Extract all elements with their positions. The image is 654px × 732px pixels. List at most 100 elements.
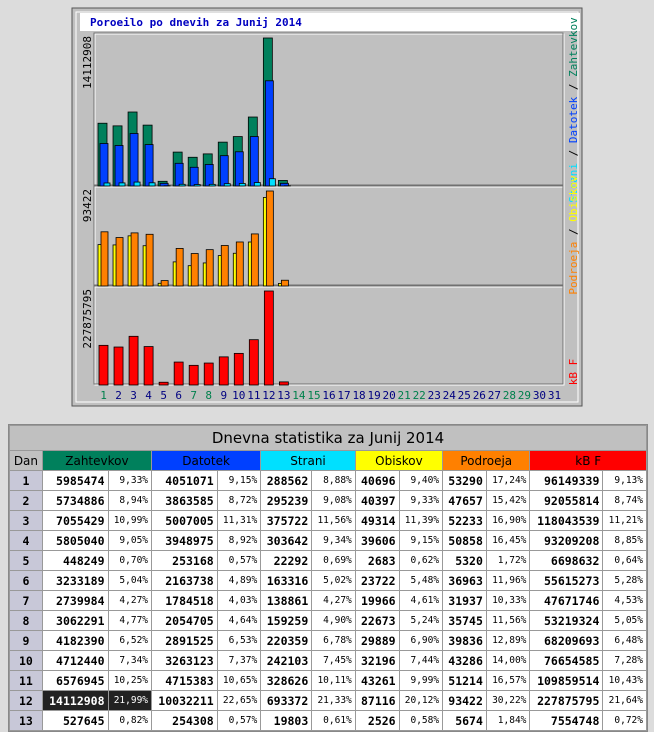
day-label: 18 (352, 389, 365, 402)
value-cell: 43261 (355, 671, 399, 691)
percent-cell: 7,37% (217, 651, 261, 671)
value-cell: 3233189 (42, 571, 108, 591)
value-cell: 22673 (355, 611, 399, 631)
bar (114, 347, 123, 385)
percent-cell: 9,15% (399, 531, 443, 551)
title-row: Dnevna statistika za Junij 2014 (10, 426, 647, 451)
value-cell: 31937 (443, 591, 487, 611)
value-cell: 375722 (261, 511, 312, 531)
percent-cell: 4,77% (108, 611, 152, 631)
percent-cell: 7,45% (312, 651, 356, 671)
bar (190, 167, 198, 186)
bar (265, 81, 273, 186)
percent-cell: 6,48% (603, 631, 647, 651)
bar (101, 232, 108, 286)
value-cell: 3062291 (42, 611, 108, 631)
value-cell: 288562 (261, 471, 312, 491)
bar (179, 184, 185, 186)
percent-cell: 21,99% (108, 691, 152, 711)
percent-cell: 12,89% (486, 631, 530, 651)
percent-cell: 5,02% (312, 571, 356, 591)
chart: Poroeilo po dnevih za Junij 2014 1411290… (0, 0, 654, 410)
percent-cell: 6,90% (399, 631, 443, 651)
percent-cell: 9,99% (399, 671, 443, 691)
day-cell: 11 (10, 671, 43, 691)
percent-cell: 10,99% (108, 511, 152, 531)
bar (99, 345, 108, 385)
value-cell: 40696 (355, 471, 399, 491)
bar (146, 234, 153, 286)
value-cell: 2739984 (42, 591, 108, 611)
y-max-label: 93422 (81, 189, 94, 222)
day-label: 13 (277, 389, 290, 402)
percent-cell: 10,25% (108, 671, 152, 691)
day-label: 1 (100, 389, 107, 402)
percent-cell: 14,00% (486, 651, 530, 671)
column-header: Datotek (152, 451, 261, 471)
day-label: 23 (428, 389, 441, 402)
value-cell: 220359 (261, 631, 312, 651)
day-cell: 10 (10, 651, 43, 671)
bar (191, 254, 198, 286)
value-cell: 96149339 (530, 471, 603, 491)
value-cell: 6698632 (530, 551, 603, 571)
bar (100, 144, 108, 186)
percent-cell: 8,94% (108, 491, 152, 511)
day-label: 12 (262, 389, 275, 402)
value-cell: 76654585 (530, 651, 603, 671)
value-cell: 7554748 (530, 711, 603, 731)
day-label: 26 (473, 389, 486, 402)
value-cell: 253168 (152, 551, 218, 571)
bar (281, 280, 288, 286)
percent-cell: 17,24% (486, 471, 530, 491)
percent-cell: 7,44% (399, 651, 443, 671)
value-cell: 5674 (443, 711, 487, 731)
day-label: 27 (488, 389, 501, 402)
value-cell: 527645 (42, 711, 108, 731)
percent-cell: 9,13% (603, 471, 647, 491)
value-cell: 254308 (152, 711, 218, 731)
percent-cell: 11,21% (603, 511, 647, 531)
percent-cell: 10,65% (217, 671, 261, 691)
day-label: 21 (398, 389, 411, 402)
value-cell: 5985474 (42, 471, 108, 491)
day-cell: 1 (10, 471, 43, 491)
percent-cell: 9,33% (108, 471, 152, 491)
bar (134, 182, 140, 186)
value-cell: 163316 (261, 571, 312, 591)
chart-title: Poroeilo po dnevih za Junij 2014 (90, 16, 302, 29)
value-cell: 68209693 (530, 631, 603, 651)
bar (161, 281, 168, 286)
value-cell: 23722 (355, 571, 399, 591)
value-cell: 22292 (261, 551, 312, 571)
percent-cell: 11,56% (486, 611, 530, 631)
value-cell: 242103 (261, 651, 312, 671)
bar (194, 185, 200, 186)
legend: Strani / Datotek / Zahtevkov (567, 17, 580, 203)
day-label: 29 (518, 389, 531, 402)
percent-cell: 4,27% (108, 591, 152, 611)
day-label: 15 (307, 389, 320, 402)
bar (249, 340, 258, 385)
day-cell: 12 (10, 691, 43, 711)
percent-cell: 8,92% (217, 531, 261, 551)
day-label: 14 (292, 389, 306, 402)
legend-entry: Obiskov (567, 175, 580, 222)
value-cell: 40397 (355, 491, 399, 511)
value-cell: 39606 (355, 531, 399, 551)
percent-cell: 6,78% (312, 631, 356, 651)
value-cell: 92055814 (530, 491, 603, 511)
legend-entry: Datotek (567, 96, 580, 143)
value-cell: 3263123 (152, 651, 218, 671)
value-cell: 93422 (443, 691, 487, 711)
legend-entry: kB F (567, 359, 580, 386)
percent-cell: 16,57% (486, 671, 530, 691)
percent-cell: 4,89% (217, 571, 261, 591)
percent-cell: 5,48% (399, 571, 443, 591)
percent-cell: 0,58% (399, 711, 443, 731)
